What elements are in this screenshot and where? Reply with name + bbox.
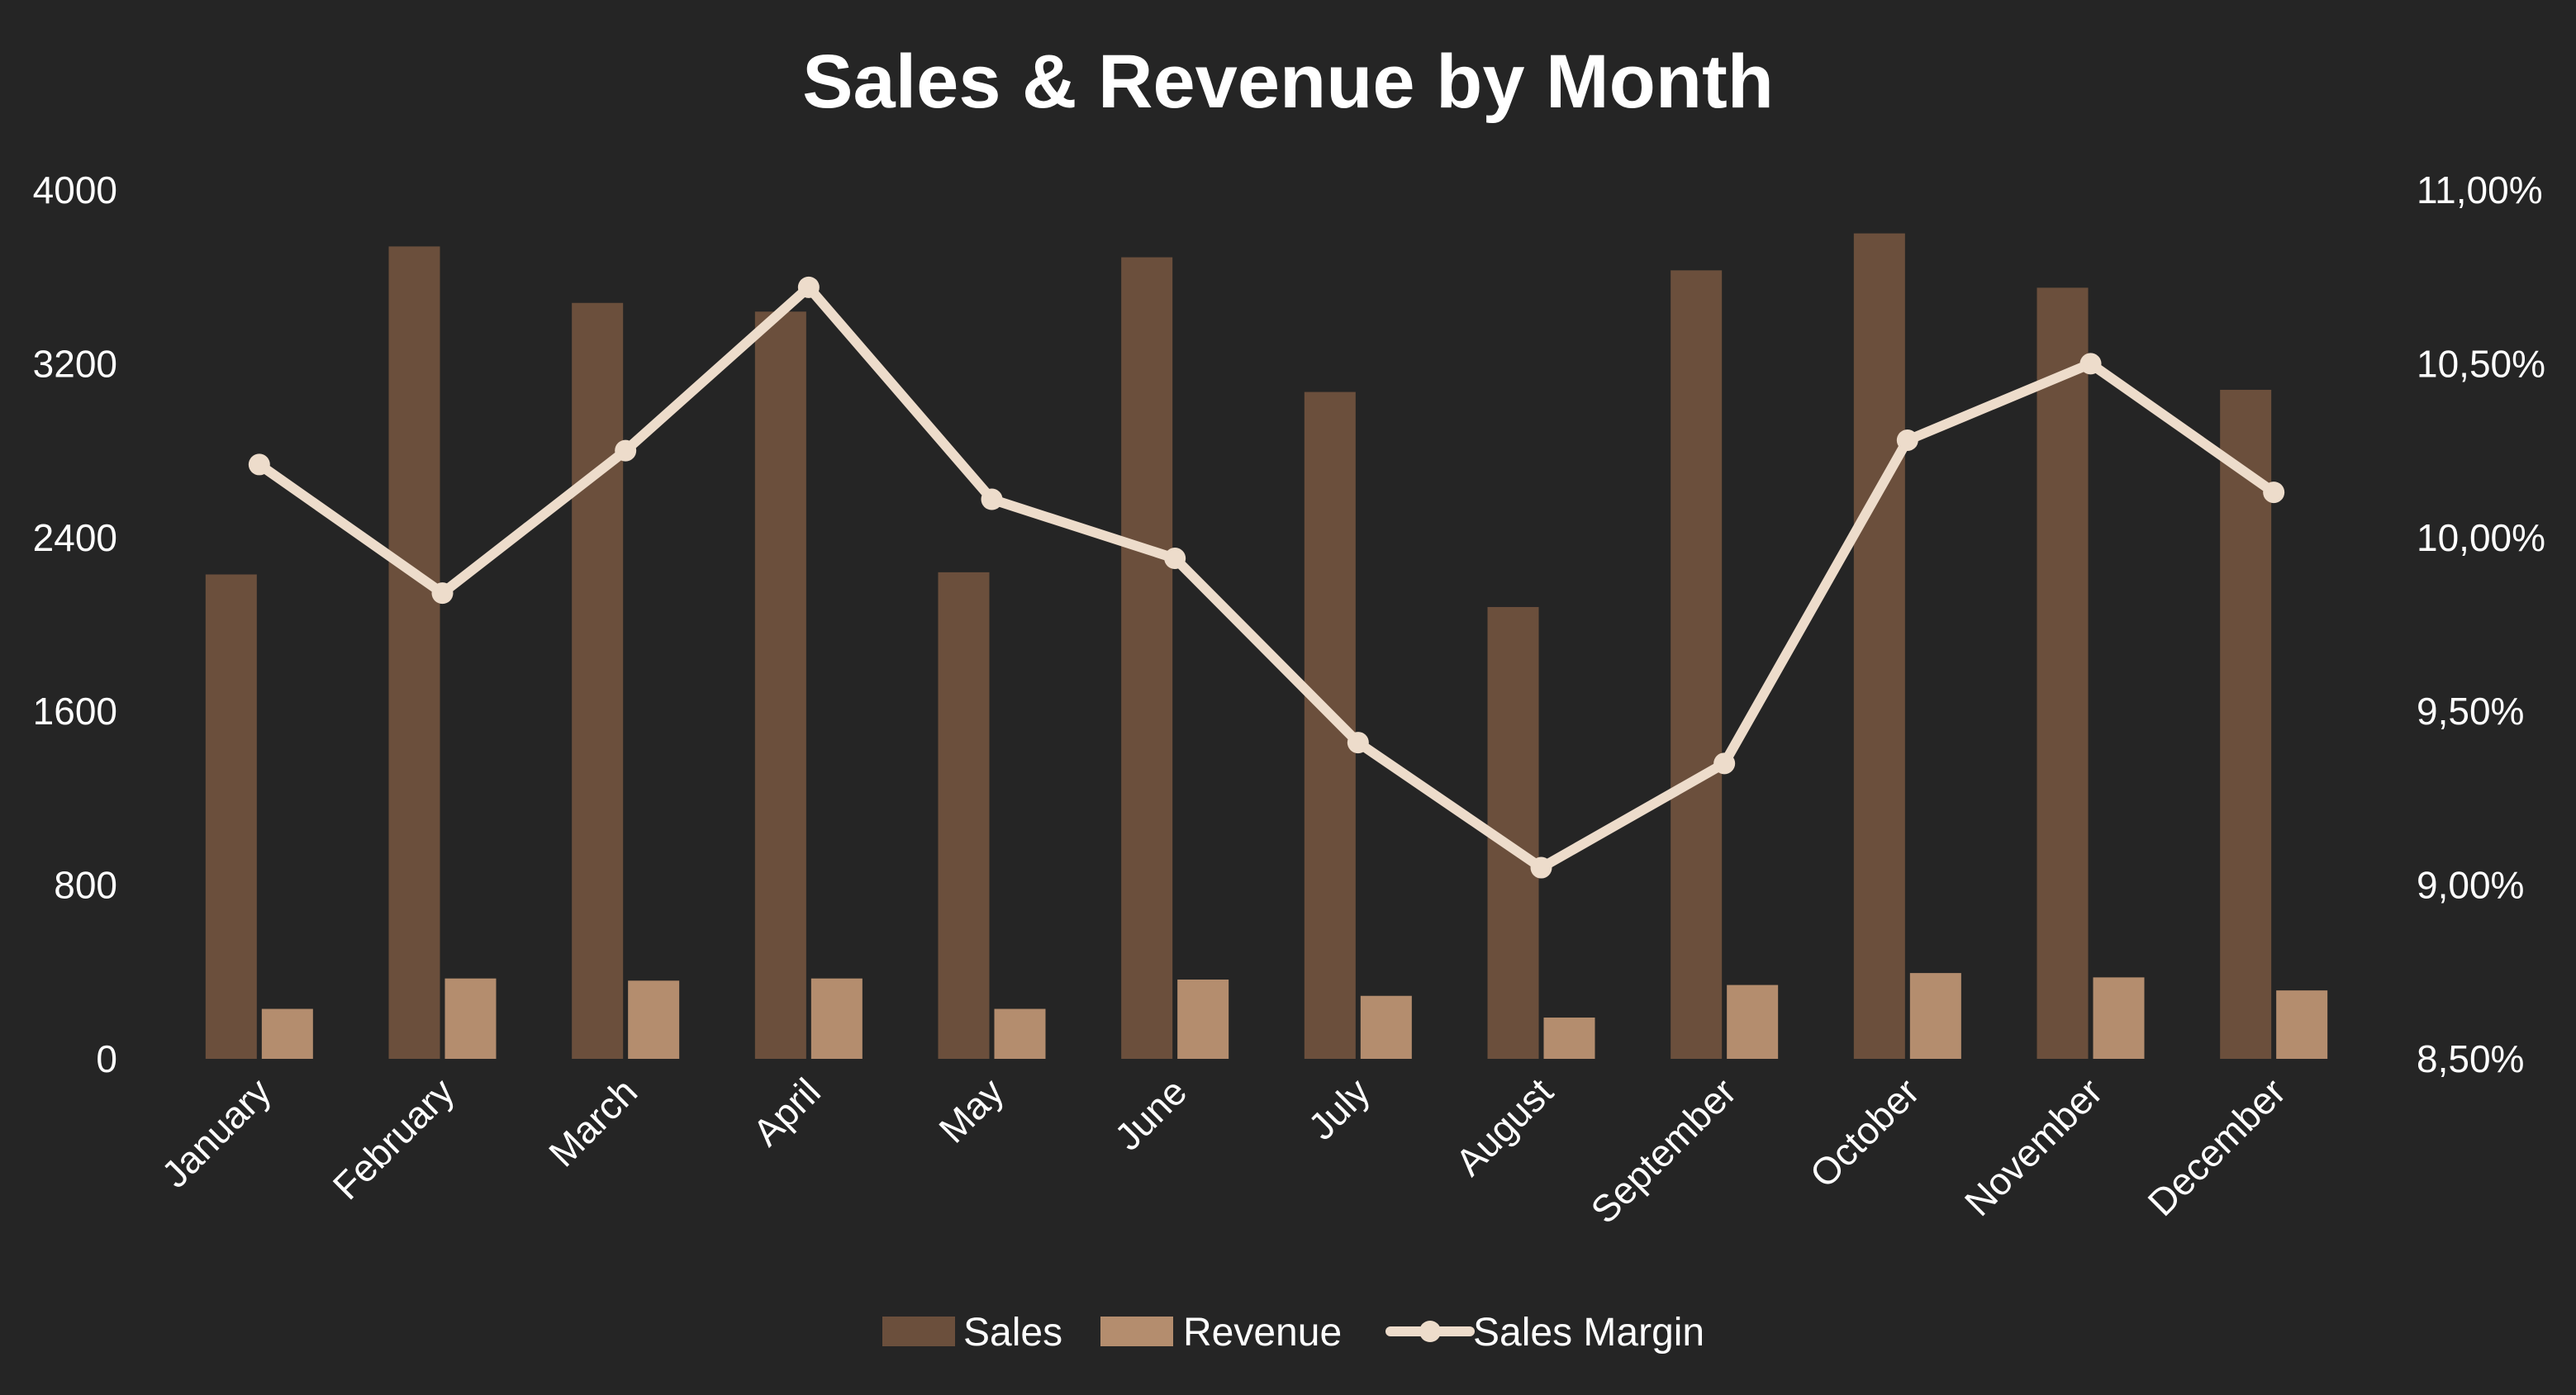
y-left-tick-label: 4000 [33, 168, 117, 211]
y-right-tick-label: 8,50% [2417, 1037, 2524, 1080]
x-tick-label: September [1582, 1070, 1744, 1231]
bar-sales [205, 574, 257, 1059]
y-axis-right: 8,50% 9,00% 9,50% 10,00% 10,50% 11,00% [2417, 168, 2545, 1080]
y-left-tick-label: 0 [96, 1037, 117, 1080]
y-left-tick-label: 2400 [33, 516, 117, 559]
y-right-tick-label: 10,00% [2417, 516, 2545, 559]
y-left-tick-label: 800 [54, 864, 117, 907]
point-sales-margin [2263, 482, 2285, 504]
y-right-tick-label: 9,50% [2417, 690, 2524, 733]
chart-title: Sales & Revenue by Month [802, 40, 1774, 124]
x-tick-label: January [153, 1070, 278, 1195]
legend-marker-sales-margin [1419, 1321, 1441, 1342]
x-axis: January February March April May June July Augu… [153, 1070, 2293, 1231]
legend-label-revenue: Revenue [1183, 1311, 1342, 1355]
bar-sales [2220, 389, 2272, 1060]
bar-sales [388, 246, 440, 1059]
x-tick-label: May [930, 1070, 1011, 1151]
bar-sales [754, 311, 806, 1059]
x-tick-label: October [1801, 1070, 1927, 1195]
point-sales-margin [248, 453, 270, 476]
bar-sales [1671, 270, 1723, 1059]
bar-sales [938, 572, 990, 1059]
bar-sales [1853, 233, 1905, 1060]
bar-revenue [261, 1008, 313, 1059]
bar-revenue [1543, 1018, 1595, 1059]
legend: Sales Revenue Sales Margin [882, 1311, 1704, 1355]
point-sales-margin [431, 582, 454, 605]
bar-sales [1121, 257, 1173, 1059]
x-tick-label: December [2139, 1070, 2293, 1224]
legend-label-sales-margin: Sales Margin [1473, 1311, 1704, 1355]
line-sales-margin [254, 282, 2279, 873]
y-left-tick-label: 3200 [33, 342, 117, 385]
bar-revenue [1727, 985, 1779, 1059]
point-sales-margin [2079, 353, 2102, 375]
legend-swatch-revenue [1100, 1317, 1173, 1346]
bar-revenue [994, 1008, 1046, 1059]
line-series [248, 276, 2285, 879]
point-sales-margin [1164, 548, 1186, 570]
point-sales-margin [615, 439, 637, 462]
x-tick-label: June [1106, 1070, 1195, 1158]
x-tick-label: July [1300, 1070, 1378, 1148]
point-sales-margin [981, 488, 1003, 510]
y-left-tick-label: 1600 [33, 690, 117, 733]
bar-revenue [628, 980, 680, 1059]
bar-revenue [1360, 995, 1412, 1059]
bar-sales [572, 302, 624, 1059]
bar-revenue [1909, 973, 1961, 1059]
bar-revenue [444, 978, 497, 1059]
y-right-tick-label: 9,00% [2417, 864, 2524, 907]
bar-revenue [2276, 990, 2328, 1059]
point-sales-margin [797, 276, 820, 298]
legend-swatch-sales [882, 1317, 955, 1346]
bar-revenue [810, 978, 863, 1059]
y-right-tick-label: 10,50% [2417, 342, 2545, 385]
bar-revenue [2093, 977, 2145, 1059]
x-tick-label: August [1447, 1070, 1561, 1184]
x-tick-label: November [1956, 1070, 2111, 1224]
legend-label-sales: Sales [963, 1311, 1062, 1355]
bar-sales [2037, 287, 2089, 1060]
x-tick-label: April [744, 1070, 829, 1154]
x-tick-label: February [325, 1070, 463, 1208]
y-axis-left: 0 800 1600 2400 3200 4000 [33, 168, 117, 1080]
x-tick-label: March [540, 1070, 645, 1174]
bar-series [205, 233, 2328, 1060]
bar-revenue [1177, 980, 1229, 1059]
y-right-tick-label: 11,00% [2417, 168, 2543, 211]
point-sales-margin [1530, 856, 1552, 879]
point-sales-margin [1347, 732, 1369, 754]
point-sales-margin [1896, 429, 1918, 451]
point-sales-margin [1713, 752, 1736, 775]
